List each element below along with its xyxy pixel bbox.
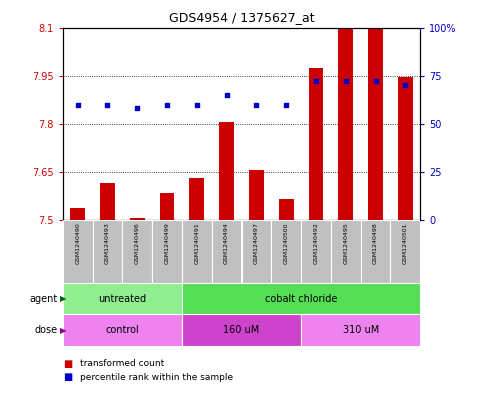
Text: GSM1240493: GSM1240493 [105,222,110,264]
Text: cobalt chloride: cobalt chloride [265,294,337,304]
Bar [212,220,242,283]
Bar [130,218,145,220]
Text: GSM1240498: GSM1240498 [373,222,378,264]
Bar [189,178,204,220]
Point [223,92,230,98]
Text: GSM1240501: GSM1240501 [403,222,408,264]
Bar [63,314,182,346]
Point [253,101,260,108]
Point [193,101,201,108]
Bar [100,183,115,220]
Point [312,78,320,84]
Text: GSM1240492: GSM1240492 [313,222,318,264]
Bar [122,220,152,283]
Text: GSM1240491: GSM1240491 [194,222,199,264]
Text: ▶: ▶ [60,294,67,303]
Point [342,78,350,84]
Bar [219,122,234,220]
Bar [93,220,122,283]
Text: GDS4954 / 1375627_at: GDS4954 / 1375627_at [169,11,314,24]
Bar [63,283,182,314]
Bar [182,283,420,314]
Text: 160 uM: 160 uM [223,325,260,335]
Bar [152,220,182,283]
Bar [70,208,85,220]
Text: GSM1240499: GSM1240499 [165,222,170,264]
Bar [271,220,301,283]
Bar [390,220,420,283]
Bar [242,220,271,283]
Point [74,101,82,108]
Bar [301,314,420,346]
Bar [182,220,212,283]
Bar [338,29,353,220]
Point [401,82,409,88]
Point [133,105,141,112]
Text: GSM1240496: GSM1240496 [135,222,140,264]
Point [104,101,112,108]
Text: transformed count: transformed count [80,359,164,368]
Point [372,78,380,84]
Text: ▶: ▶ [60,326,67,334]
Bar [301,220,331,283]
Bar [361,220,390,283]
Point [163,101,171,108]
Bar [249,170,264,220]
Bar [331,220,361,283]
Text: 310 uM: 310 uM [342,325,379,335]
Text: GSM1240497: GSM1240497 [254,222,259,264]
Text: GSM1240490: GSM1240490 [75,222,80,264]
Text: dose: dose [35,325,58,335]
Bar [279,199,294,220]
Text: GSM1240500: GSM1240500 [284,222,289,264]
Text: GSM1240495: GSM1240495 [343,222,348,264]
Text: ■: ■ [63,372,72,382]
Text: untreated: untreated [99,294,146,304]
Bar [368,29,383,220]
Text: percentile rank within the sample: percentile rank within the sample [80,373,233,382]
Text: ■: ■ [63,358,72,369]
Bar [63,220,93,283]
Text: control: control [105,325,139,335]
Point [282,101,290,108]
Text: agent: agent [30,294,58,304]
Text: GSM1240494: GSM1240494 [224,222,229,264]
Bar [159,193,174,220]
Bar [182,314,301,346]
Bar [398,77,413,220]
Bar [309,68,324,220]
